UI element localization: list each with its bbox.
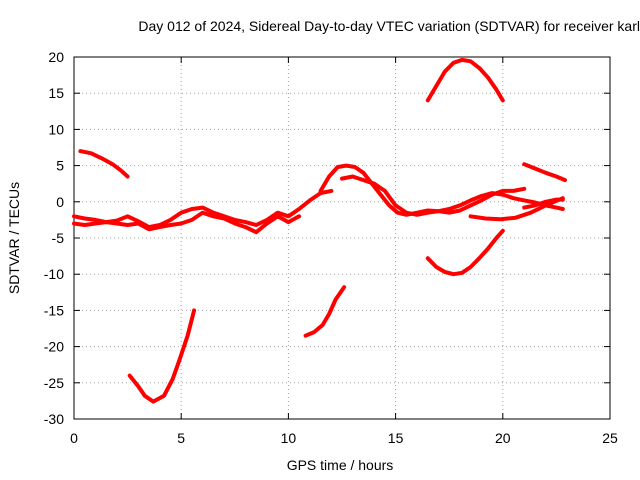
y-axis-ticks: -30 -25 -20 -15 -10 -5 0 5 10 15 20: [44, 49, 610, 427]
y-tick-label: -30: [44, 411, 64, 427]
series-line-arc-10: [522, 162, 567, 183]
x-tick-label: 0: [70, 430, 78, 446]
y-tick-label: 10: [48, 121, 64, 137]
series-line-arc-5: [303, 285, 347, 338]
y-tick-label: -20: [44, 339, 64, 355]
y-tick-label: 15: [48, 85, 64, 101]
chart-title: Day 012 of 2024, Sidereal Day-to-day VTE…: [138, 18, 640, 34]
x-tick-label: 5: [177, 430, 185, 446]
series-line-arc-12: [522, 197, 565, 210]
data-series: [72, 57, 567, 404]
x-axis-ticks: 0 5 10 15 20 25: [70, 57, 618, 446]
x-tick-label: 20: [495, 430, 511, 446]
series-line-arc-3: [72, 210, 302, 235]
series-line-arc-1: [78, 149, 130, 179]
series-line-arc-11: [468, 196, 565, 222]
y-axis-label: SDTVAR / TECUs: [6, 182, 22, 294]
series-line-arc-8: [425, 57, 505, 103]
y-tick-label: -10: [44, 266, 64, 282]
grid: [74, 57, 610, 419]
series-line-arc-9: [425, 228, 505, 277]
x-tick-label: 15: [388, 430, 404, 446]
y-tick-label: -5: [52, 230, 65, 246]
y-tick-label: -25: [44, 375, 64, 391]
y-tick-label: 5: [56, 158, 64, 174]
x-tick-label: 25: [602, 430, 618, 446]
series-line-arc-7: [340, 174, 527, 217]
x-tick-label: 10: [281, 430, 297, 446]
x-axis-label: GPS time / hours: [287, 457, 394, 473]
y-tick-label: -15: [44, 302, 64, 318]
series-line-arc-2: [72, 188, 334, 230]
y-tick-label: 0: [56, 194, 64, 210]
series-line-arc-4: [127, 308, 197, 404]
y-tick-label: 20: [48, 49, 64, 65]
